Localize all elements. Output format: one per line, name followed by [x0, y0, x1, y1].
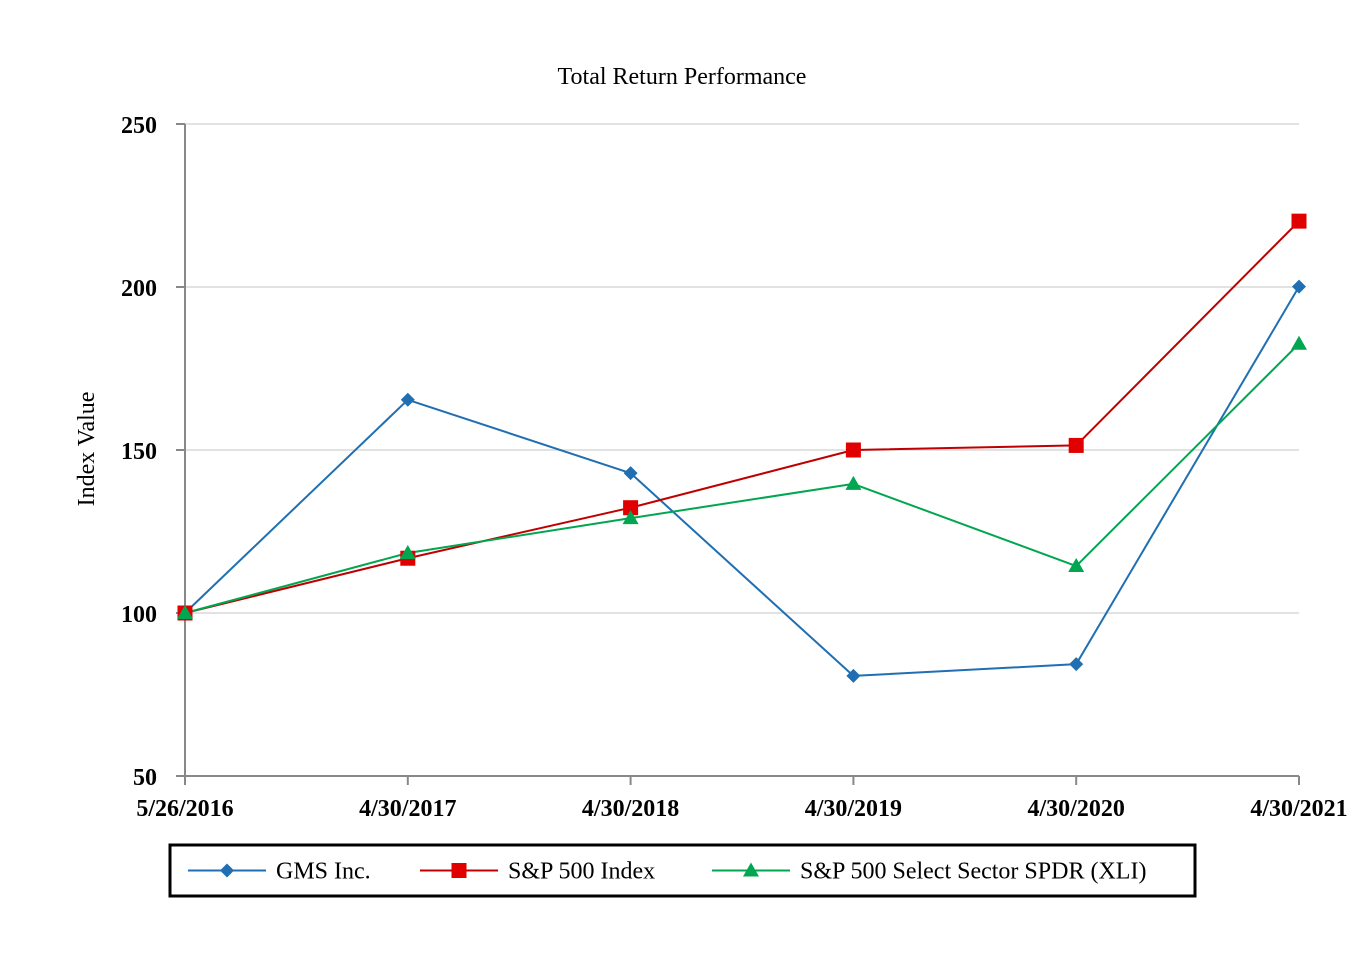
- legend-label: GMS Inc.: [276, 859, 371, 885]
- axes: [176, 123, 1300, 785]
- data-point-triangle: [399, 545, 416, 560]
- data-point-triangle: [845, 475, 862, 490]
- series-layer: [177, 213, 1307, 683]
- series-1: [184, 220, 1300, 614]
- series-2: [184, 343, 1300, 614]
- data-point-diamond: [1292, 279, 1306, 294]
- x-tick-label: 4/30/2019: [805, 796, 902, 822]
- legend-marker-triangle: [743, 862, 759, 877]
- data-point-triangle: [622, 510, 639, 525]
- data-point-square: [1291, 213, 1307, 229]
- legend-entry-2: S&P 500 Select Sector SPDR (XLI): [712, 859, 1146, 885]
- x-tick-label: 5/26/2016: [136, 796, 233, 822]
- y-tick-label: 50: [133, 765, 157, 791]
- grid-lines: [185, 123, 1299, 614]
- data-point-diamond: [846, 668, 861, 683]
- chart-title: Total Return Performance: [558, 64, 807, 90]
- x-tick-labels: 5/26/2016 4/30/2017 4/30/2018 4/30/2019 4/30…: [136, 796, 1347, 822]
- legend: GMS Inc. S&P 500 Index S&P 500 Select Sect…: [168, 843, 1197, 898]
- y-axis-label: Index Value: [74, 392, 100, 507]
- series-line: [184, 286, 1300, 677]
- data-point-triangle: [177, 605, 193, 619]
- data-point-triangle: [1068, 558, 1085, 573]
- x-tick-label: 4/30/2018: [582, 796, 679, 822]
- x-tick-label: 4/30/2017: [359, 796, 456, 822]
- data-point-diamond: [1069, 657, 1084, 672]
- legend-entry-1: S&P 500 Index: [420, 859, 655, 885]
- data-point-square: [623, 500, 639, 516]
- series-markers-0: [178, 279, 1306, 683]
- series-line: [184, 220, 1300, 614]
- legend-marker-square: [451, 863, 467, 878]
- series-markers-2: [177, 335, 1307, 619]
- data-point-diamond: [623, 466, 638, 481]
- series-line: [184, 343, 1300, 614]
- x-tick-label: 4/30/2020: [1028, 796, 1125, 822]
- legend-marker-diamond: [220, 863, 234, 878]
- legend-box: [168, 843, 1197, 898]
- legend-label: S&P 500 Select Sector SPDR (XLI): [800, 859, 1146, 885]
- y-tick-label: 100: [121, 602, 157, 628]
- x-tick-label: 4/30/2021: [1250, 796, 1347, 822]
- y-tick-label: 200: [121, 276, 157, 302]
- data-point-diamond: [400, 392, 415, 407]
- data-point-triangle: [1291, 335, 1307, 350]
- data-point-square: [1068, 437, 1084, 453]
- series-0: [184, 286, 1300, 677]
- y-tick-label: 150: [121, 439, 157, 465]
- y-tick-label: 250: [121, 113, 157, 139]
- legend-label: S&P 500 Index: [508, 859, 655, 885]
- data-point-square: [845, 442, 861, 458]
- y-tick-labels: 50 100 150 200 250: [121, 113, 157, 791]
- legend-entry-0: GMS Inc.: [188, 859, 371, 885]
